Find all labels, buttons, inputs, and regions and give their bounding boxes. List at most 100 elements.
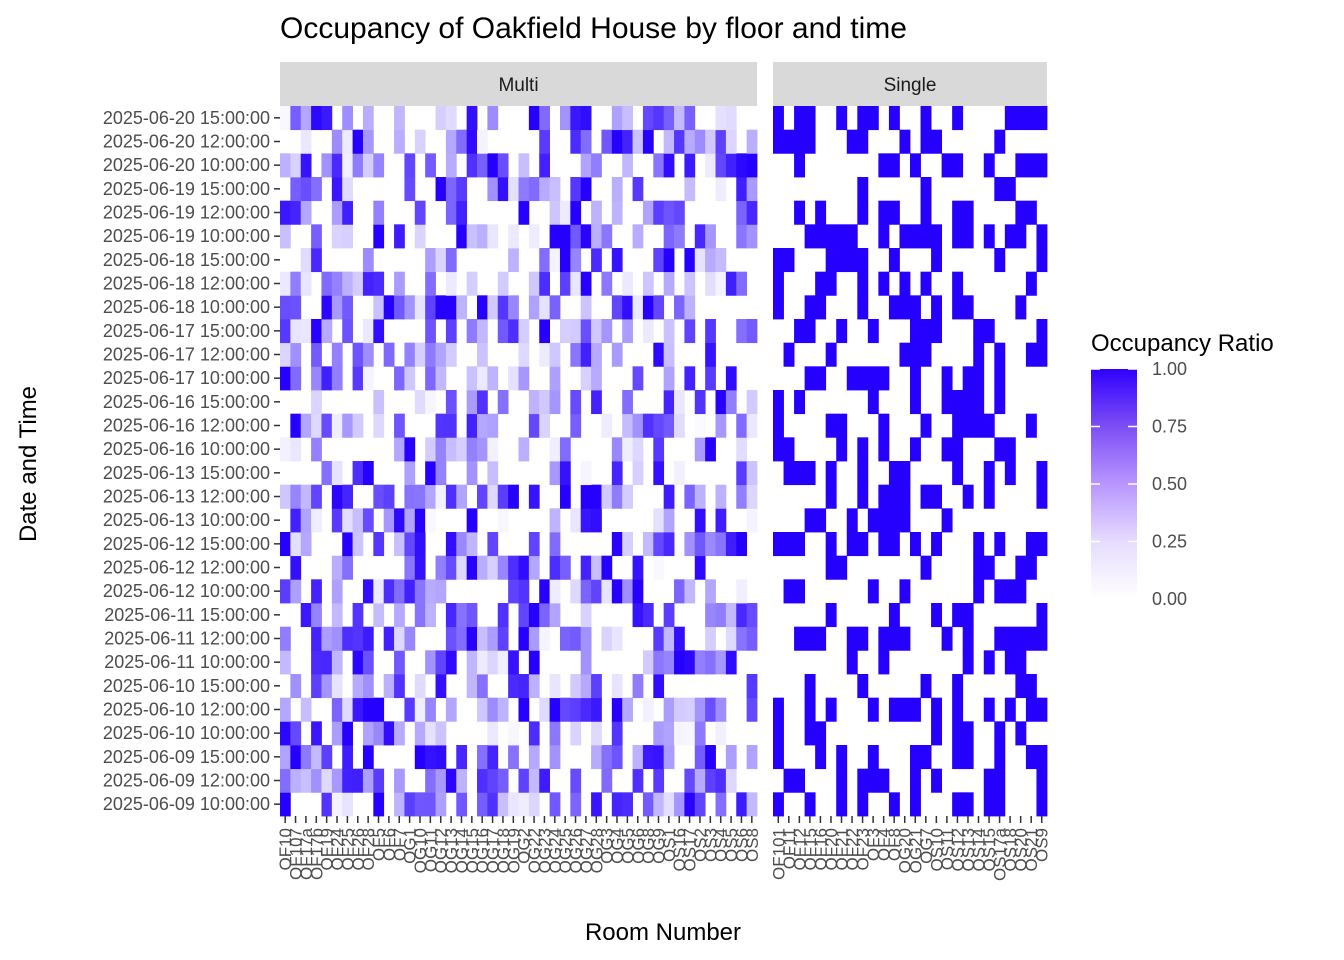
heatmap-cell (280, 768, 291, 793)
heatmap-cell (952, 745, 964, 770)
heatmap-cell (725, 768, 737, 793)
heatmap-cell (910, 437, 921, 462)
heatmap-cell (290, 366, 302, 391)
x-tick-label: OG26 (567, 828, 586, 873)
heatmap-cell (663, 626, 675, 651)
heatmap-cell (477, 153, 488, 178)
heatmap-cell (383, 484, 395, 509)
heatmap-cell (331, 508, 343, 533)
heatmap-cell (445, 532, 457, 557)
heatmap-cell (1015, 650, 1027, 675)
heatmap-cell (1025, 342, 1037, 367)
heatmap-cell (1025, 271, 1037, 296)
heatmap-cell (888, 106, 900, 131)
x-tick-label: OS13 (959, 828, 978, 871)
heatmap-cell (684, 792, 696, 817)
heatmap-cell (300, 271, 312, 296)
heatmap-cell (342, 224, 353, 249)
heatmap-cell (653, 461, 665, 486)
heatmap-cell (983, 697, 995, 722)
heatmap-cell (331, 792, 343, 817)
heatmap-cell (684, 366, 696, 391)
heatmap-cell (857, 768, 869, 793)
heatmap-cell (1036, 342, 1048, 367)
heatmap-cell (570, 792, 582, 817)
heatmap-cell (694, 555, 706, 580)
heatmap-cell (290, 508, 302, 533)
heatmap-cell (694, 532, 706, 557)
heatmap-cell (920, 129, 932, 154)
heatmap-cell (746, 674, 758, 699)
heatmap-cell (663, 745, 675, 770)
heatmap-cell (663, 248, 675, 273)
heatmap-cell (878, 437, 890, 462)
x-tick-label: OF17b (307, 828, 326, 880)
heatmap-cell (994, 342, 1006, 367)
heatmap-cell (570, 271, 582, 296)
heatmap-cell (611, 532, 623, 557)
heatmap-cell (694, 650, 706, 675)
heatmap-cell (1015, 555, 1027, 580)
heatmap-cell (570, 390, 582, 415)
heatmap-cell (962, 721, 974, 746)
heatmap-cell (825, 271, 837, 296)
heatmap-cell (910, 153, 921, 178)
legend-title: Occupancy Ratio (1091, 330, 1274, 357)
heatmap-cell (653, 295, 665, 320)
heatmap-cell (352, 603, 364, 628)
heatmap-cell (404, 579, 416, 604)
heatmap-cell (445, 295, 457, 320)
heatmap-cell (477, 745, 488, 770)
x-tick-label: OS21 (1022, 828, 1041, 871)
heatmap-cell (528, 106, 540, 131)
heatmap-cell (425, 745, 436, 770)
heatmap-cell (280, 200, 291, 225)
heatmap-cell (983, 224, 995, 249)
heatmap-cell (456, 603, 468, 628)
heatmap-cell (539, 626, 551, 651)
heatmap-cell (445, 626, 457, 651)
heatmap-cell (280, 366, 291, 391)
heatmap-cell (456, 484, 468, 509)
heatmap-cell (290, 153, 302, 178)
heatmap-cell (414, 508, 426, 533)
heatmap-cell (642, 792, 654, 817)
heatmap-cell (466, 271, 478, 296)
heatmap-cell (559, 200, 571, 225)
heatmap-cell (362, 674, 374, 699)
heatmap-cell (518, 697, 530, 722)
heatmap-cell (290, 532, 302, 557)
heatmap-cell (321, 153, 333, 178)
heatmap-cell (694, 508, 706, 533)
heatmap-cell (663, 603, 675, 628)
heatmap-cell (684, 319, 696, 344)
heatmap-cell (591, 390, 602, 415)
heatmap-cell (725, 366, 737, 391)
heatmap-cell (1015, 200, 1027, 225)
heatmap-cell (804, 674, 816, 699)
heatmap-cell (846, 248, 858, 273)
heatmap-cell (1036, 532, 1048, 557)
heatmap-cell (580, 461, 592, 486)
heatmap-cell (715, 768, 727, 793)
heatmap-cell (846, 626, 858, 651)
heatmap-cell (497, 295, 509, 320)
heatmap-cell (674, 650, 685, 675)
heatmap-cell (311, 579, 322, 604)
heatmap-cell (435, 342, 447, 367)
heatmap-cell (425, 271, 436, 296)
heatmap-cell (591, 674, 602, 699)
heatmap-cell (952, 413, 964, 438)
heatmap-cell (684, 271, 696, 296)
heatmap-cell (962, 603, 974, 628)
heatmap-cell (477, 792, 488, 817)
heatmap-cell (528, 271, 540, 296)
heatmap-cell (684, 106, 696, 131)
heatmap-cell (539, 271, 551, 296)
heatmap-cell (857, 177, 869, 202)
heatmap-cell (570, 674, 582, 699)
heatmap-cell (804, 626, 816, 651)
heatmap-cell (559, 224, 571, 249)
heatmap-cell (867, 745, 879, 770)
heatmap-cell (539, 295, 551, 320)
